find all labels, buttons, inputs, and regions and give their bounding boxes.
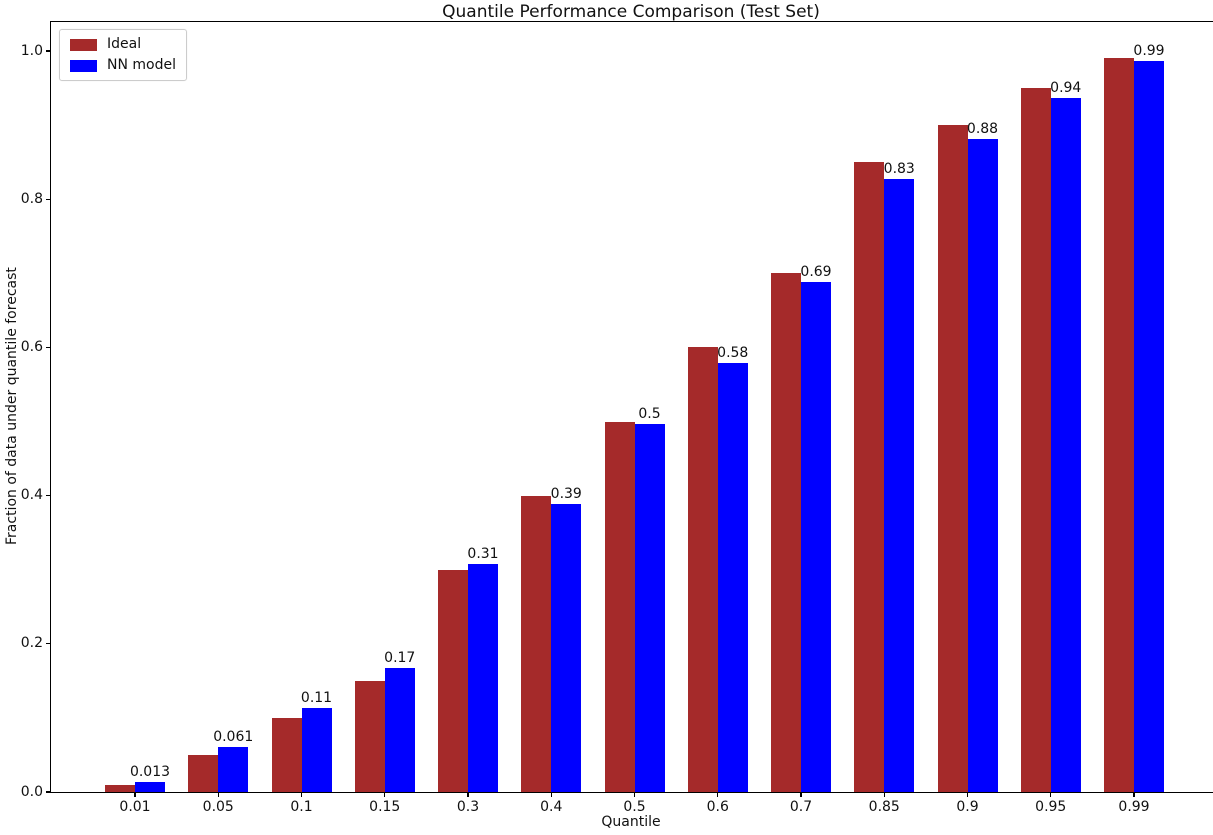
bar-ideal: [1020, 88, 1051, 792]
x-tick-label: 0.1: [290, 799, 313, 815]
bar-ideal: [687, 347, 718, 792]
bar-value-label: 0.83: [883, 161, 915, 178]
x-tick-mark: [717, 792, 719, 797]
bar-nn-model: [801, 282, 831, 792]
bar-value-label: 0.58: [717, 344, 749, 361]
y-tick-mark: [46, 50, 51, 52]
bar-nn-model: [884, 179, 915, 792]
y-tick-label: 0.0: [20, 783, 43, 800]
legend-swatch-nn-model: [70, 59, 97, 72]
x-tick-label: 0.15: [369, 799, 401, 815]
bar-value-label: 0.99: [1133, 42, 1165, 59]
x-tick-mark: [1050, 792, 1052, 797]
x-tick-mark: [384, 792, 386, 797]
bar-ideal: [105, 784, 135, 792]
x-tick-mark: [217, 792, 219, 797]
y-axis-label: Fraction of data under quantile forecast: [4, 267, 20, 545]
x-tick-mark: [550, 792, 552, 797]
bar-value-label: 0.013: [129, 764, 171, 781]
x-tick-label: 0.5: [623, 799, 646, 815]
x-tick-label: 0.95: [1035, 799, 1067, 815]
bar-ideal: [604, 421, 635, 792]
x-tick-label: 0.6: [706, 799, 729, 815]
x-tick-label: 0.05: [202, 799, 234, 815]
y-tick-label: 0.2: [20, 635, 43, 652]
y-tick-mark: [46, 494, 51, 497]
y-tick-mark: [46, 791, 51, 793]
x-tick-mark: [467, 792, 469, 797]
bar-nn-model: [301, 708, 332, 792]
bar-nn-model: [384, 668, 415, 792]
x-axis-label: Quantile: [601, 814, 661, 830]
bar-nn-model: [468, 563, 498, 792]
y-tick-label: 0.4: [20, 487, 43, 504]
legend-item-nn-model: NN model: [70, 57, 176, 74]
bar-value-label: 0.11: [300, 690, 333, 707]
bar-ideal: [354, 680, 385, 792]
legend-label-nn-model: NN model: [107, 57, 176, 73]
bar-nn-model: [967, 139, 998, 792]
x-tick-mark: [134, 792, 136, 797]
bar-value-label: 0.061: [213, 728, 254, 745]
x-tick-label: 0.9: [956, 799, 979, 815]
x-tick-mark: [1133, 792, 1135, 797]
bar-ideal: [188, 754, 219, 792]
bar-ideal: [521, 495, 552, 792]
y-tick-label: 1.0: [20, 42, 43, 59]
bar-nn-model: [218, 746, 249, 792]
x-tick-label: 0.01: [119, 799, 151, 815]
bar-ideal: [438, 569, 468, 792]
bar-ideal: [1104, 58, 1134, 792]
bar-nn-model: [135, 782, 165, 792]
bar-value-label: 0.17: [384, 650, 416, 667]
bar-value-label: 0.31: [467, 545, 499, 562]
x-tick-label: 0.99: [1118, 799, 1150, 815]
x-tick-label: 0.85: [868, 799, 900, 815]
y-tick-label: 0.8: [20, 190, 43, 207]
x-tick-mark: [633, 792, 636, 797]
legend-swatch-ideal: [70, 38, 97, 51]
bar-nn-model: [717, 362, 748, 792]
bar-value-label: 0.39: [550, 485, 582, 502]
chart-title: Quantile Performance Comparison (Test Se…: [442, 2, 820, 22]
bar-value-label: 0.94: [1050, 80, 1082, 97]
bar-value-label: 0.69: [800, 264, 832, 281]
bar-ideal: [854, 162, 885, 792]
legend-item-ideal: Ideal: [70, 36, 176, 53]
x-tick-label: 0.4: [540, 799, 563, 815]
bar-value-label: 0.5: [638, 405, 661, 422]
y-tick-label: 0.6: [20, 338, 43, 355]
bar-ideal: [937, 125, 968, 792]
bar-nn-model: [1134, 60, 1164, 792]
x-tick-mark: [883, 792, 885, 797]
bar-nn-model: [551, 503, 582, 792]
y-tick-mark: [46, 346, 51, 349]
bar-ideal: [271, 717, 302, 792]
y-tick-mark: [46, 198, 51, 200]
legend-label-ideal: Ideal: [107, 36, 142, 52]
plot-area: 0.0 0.2 0.4 0.6 0.8 1.0 0.01 0.05 0.1 0.15 0.3 0.4 0…: [21, 21, 1213, 815]
legend: Ideal NN model: [59, 29, 187, 81]
y-tick-mark: [46, 643, 51, 645]
x-tick-label: 0.7: [789, 799, 813, 815]
bar-nn-model: [634, 423, 665, 792]
x-tick-mark: [966, 792, 969, 797]
x-tick-label: 0.3: [456, 799, 480, 815]
bar-value-label: 0.88: [966, 121, 999, 138]
x-tick-mark: [800, 792, 802, 797]
bar-nn-model: [1050, 98, 1081, 792]
bar-ideal: [771, 273, 801, 792]
x-tick-mark: [300, 792, 303, 797]
